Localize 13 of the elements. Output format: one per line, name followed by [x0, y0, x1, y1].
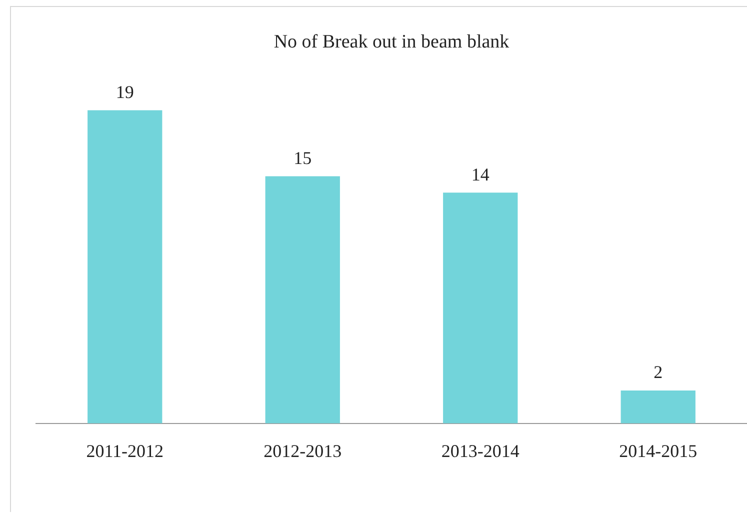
- x-tick-label: 2014-2015: [619, 440, 698, 461]
- data-label: 2: [654, 362, 663, 382]
- x-tick-label: 2012-2013: [264, 440, 342, 461]
- data-label: 15: [294, 148, 312, 168]
- data-label: 19: [116, 82, 134, 102]
- bar: [443, 192, 518, 424]
- data-label: 14: [471, 164, 490, 184]
- chart-title: No of Break out in beam blank: [274, 31, 510, 52]
- bar: [620, 390, 696, 424]
- x-tick-label: 2011-2012: [86, 440, 164, 461]
- bar: [265, 176, 340, 424]
- x-tick-label: 2013-2014: [441, 440, 520, 461]
- bar: [88, 110, 162, 424]
